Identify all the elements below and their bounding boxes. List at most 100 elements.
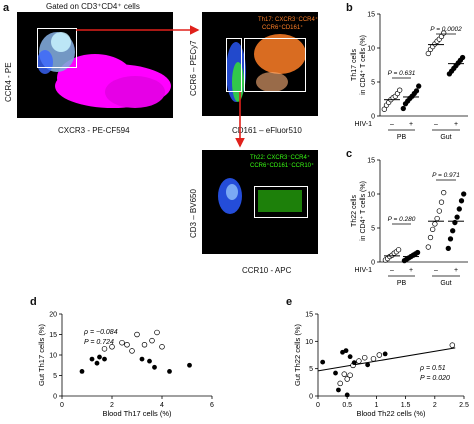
filled-point bbox=[459, 54, 466, 61]
panel-letter-c: c bbox=[346, 148, 353, 160]
flow-plot-ccr6-cd161 bbox=[202, 12, 318, 116]
filled-point bbox=[416, 83, 422, 89]
stat-annotation: ρ = −0.084 bbox=[83, 329, 118, 336]
flow-plot-1-xlabel: CXCR3 - PE-CF594 bbox=[58, 126, 130, 135]
open-point bbox=[395, 247, 402, 253]
y-tick-label: 15 bbox=[367, 158, 375, 165]
filled-point bbox=[461, 191, 467, 197]
flow-gate-ccr6-pos-cd161-neg bbox=[226, 38, 242, 92]
hiv-sign: – bbox=[390, 267, 394, 274]
hiv-sign: + bbox=[409, 121, 413, 128]
filled-point bbox=[347, 354, 353, 360]
filled-point bbox=[152, 364, 157, 370]
open-point bbox=[425, 244, 431, 250]
y-tick-label: 10 bbox=[367, 46, 375, 53]
filled-point bbox=[413, 88, 420, 94]
filled-point bbox=[400, 105, 406, 112]
x-axis-label: Blood Th22 cells (%) bbox=[356, 409, 426, 418]
hiv-sign: + bbox=[454, 121, 458, 128]
filled-point bbox=[336, 387, 341, 393]
open-point bbox=[344, 376, 350, 382]
open-point bbox=[109, 344, 115, 350]
group-label: Gut bbox=[440, 134, 451, 141]
open-point bbox=[436, 208, 442, 214]
open-point bbox=[449, 342, 456, 348]
open-point bbox=[381, 106, 387, 112]
filled-point bbox=[344, 392, 350, 398]
y-tick-label: 0 bbox=[371, 260, 375, 267]
y-axis-label: in CD4⁺ T cells (%) bbox=[360, 181, 367, 241]
panel-letter-b: b bbox=[346, 2, 353, 14]
x-tick-label: 2 bbox=[110, 402, 114, 409]
open-point bbox=[124, 342, 130, 348]
open-point bbox=[430, 226, 436, 233]
flow-gate-ccr6-pos-cd161-pos bbox=[244, 38, 306, 92]
trend-line bbox=[317, 347, 456, 372]
filled-point bbox=[450, 228, 456, 234]
y-tick-label: 10 bbox=[49, 353, 57, 360]
filled-point bbox=[414, 249, 421, 256]
open-point bbox=[149, 337, 155, 344]
open-point bbox=[119, 339, 125, 346]
group-label: Gut bbox=[440, 280, 451, 287]
filled-point bbox=[343, 348, 349, 354]
filled-point bbox=[351, 360, 357, 366]
filled-point bbox=[447, 236, 454, 242]
y-tick-label: 5 bbox=[309, 366, 313, 373]
filled-point bbox=[89, 356, 95, 362]
flow-plot-2-xlabel: CD161 – eFluor510 bbox=[232, 126, 302, 135]
filled-point bbox=[382, 351, 388, 357]
open-point bbox=[427, 234, 434, 241]
stat-annotation: P = 0.724 bbox=[84, 339, 114, 346]
x-tick-label: 4 bbox=[160, 402, 164, 409]
y-axis-label: Gut Th17 cells (%) bbox=[37, 324, 46, 386]
y-tick-label: 15 bbox=[367, 12, 375, 19]
filled-point bbox=[365, 362, 371, 368]
p-value: P = 0.280 bbox=[388, 216, 416, 223]
hiv-sign: – bbox=[390, 121, 394, 128]
filled-point bbox=[102, 356, 107, 362]
filled-point bbox=[97, 354, 102, 360]
filled-point bbox=[445, 245, 451, 252]
th17-gate-label-2: CCR6⁺CD161⁺ bbox=[262, 25, 304, 31]
filled-point bbox=[139, 356, 145, 362]
flow-plot-3-dots bbox=[218, 178, 302, 214]
open-point bbox=[356, 358, 362, 364]
th22-gate-label-2: CCR6⁺CD161⁻CCR10⁺ bbox=[250, 163, 315, 169]
th22-gate-label-1: Th22: CXCR3⁻CCR4⁺ bbox=[250, 155, 311, 161]
filled-point bbox=[456, 206, 462, 212]
panel-letter-d: d bbox=[30, 296, 37, 308]
y-tick-label: 20 bbox=[49, 312, 57, 319]
flow-plot-3-xlabel: CCR10 - APC bbox=[242, 266, 292, 275]
y-axis-label: Th17 cells bbox=[351, 49, 358, 81]
x-tick-label: 0.5 bbox=[342, 402, 352, 409]
p-value: P = 0.0002 bbox=[430, 26, 462, 33]
x-tick-label: 0 bbox=[60, 402, 64, 409]
y-tick-label: 15 bbox=[305, 312, 313, 319]
hiv-sign: + bbox=[454, 267, 458, 274]
open-point bbox=[347, 372, 353, 378]
group-label: PB bbox=[397, 280, 407, 287]
y-tick-label: 10 bbox=[305, 339, 313, 346]
group-label: PB bbox=[397, 134, 407, 141]
th17-gate-label-1: Th17: CXCR3⁻CCR4⁺ bbox=[258, 17, 319, 23]
flow-gate-cxcr3-neg-ccr4-pos bbox=[37, 28, 77, 68]
hiv-row-label: HIV-1 bbox=[354, 267, 372, 274]
y-tick-label: 10 bbox=[367, 192, 375, 199]
open-point bbox=[341, 371, 348, 377]
open-point bbox=[370, 356, 377, 362]
open-point bbox=[397, 87, 403, 93]
y-tick-label: 0 bbox=[53, 394, 57, 401]
hiv-row-label: HIV-1 bbox=[354, 121, 372, 128]
p-value: P = 0.971 bbox=[432, 172, 460, 179]
open-point bbox=[337, 380, 343, 387]
filled-point bbox=[187, 362, 192, 368]
y-tick-label: 5 bbox=[371, 80, 375, 87]
y-axis-label: in CD4⁺ T cells (%) bbox=[360, 35, 367, 95]
panel-letter-e: e bbox=[286, 296, 293, 308]
gate-title: Gated on CD3⁺CD4⁺ cells bbox=[46, 2, 140, 11]
